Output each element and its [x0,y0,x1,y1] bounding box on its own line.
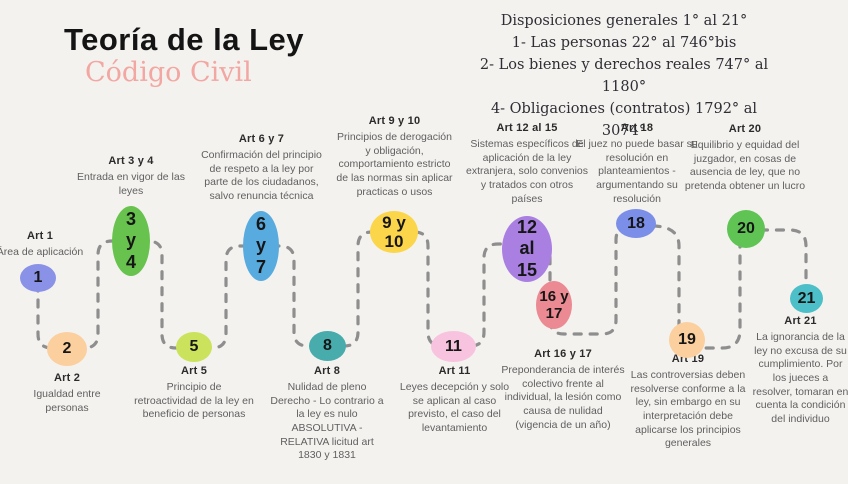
index-line: 2- Los bienes y derechos reales 747° al … [479,57,769,95]
label-art-18: Art 18 El juez no puede basar su resoluc… [575,122,699,206]
timeline-node-art-19: 19 [669,322,705,358]
label-heading: Art 9 y 10 [368,115,421,127]
label-art-19: Art 19 Las controversias deben resolvers… [626,353,750,451]
label-art-2: Art 2 Igualdad entre personas [21,372,113,415]
timeline-node-art-2: 2 [47,332,87,366]
code-index: Disposiciones generales 1° al 21° 1- Las… [478,10,770,142]
label-art-11: Art 11 Leyes decepción y solo se aplican… [396,365,513,436]
label-heading: Art 21 [784,315,817,327]
timeline-node-art-21: 21 [790,284,823,313]
label-art-5: Art 5 Principio de retroactividad de la … [134,365,254,422]
label-description: Confirmación del principio de respeto a … [201,149,322,202]
label-description: Sistemas específicos de aplicación de la… [466,138,588,205]
label-heading: Art 8 [313,365,341,377]
label-description: Igualdad entre personas [33,388,101,414]
label-description: La ignorancia de la ley no excusa de su … [752,331,848,425]
timeline-node-art-1: 1 [20,264,56,292]
label-heading: Art 16 y 17 [534,348,592,360]
label-art-6-7: Art 6 y 7 Confirmación del principio de … [198,133,325,204]
label-art-12-15: Art 12 al 15 Sistemas específicos de apl… [465,122,589,206]
timeline-node-art-16-17: 16 y 17 [536,281,572,329]
index-line: Disposiciones generales 1° al 21° [500,13,748,29]
label-description: Equilibrio y equidad del juzgador, en co… [684,139,806,192]
timeline-node-art-18: 18 [616,209,656,238]
label-heading: Art 12 al 15 [496,122,558,134]
timeline-node-art-5: 5 [176,332,212,362]
label-description: Entrada en vigor de las leyes [77,171,185,197]
label-description: Principio de retroactividad de la ley en… [134,381,254,421]
label-heading: Art 6 y 7 [238,133,285,145]
label-description: Área de aplicación [0,246,84,258]
label-heading: Art 2 [53,372,81,384]
label-heading: Art 18 [620,122,654,134]
page-subtitle: Código Civil [85,57,252,88]
label-heading: Art 5 [180,365,208,377]
page-title: Teoría de la Ley [64,22,305,57]
label-description: Las controversias deben resolverse confo… [630,369,746,450]
index-line: 4- Obligaciones (contratos) 1792° al 307… [490,101,758,139]
index-line: 1- Las personas 22° al 746°bis [511,35,737,51]
label-heading: Art 20 [728,123,762,135]
timeline-node-art-6-7: 6 y 7 [243,211,279,281]
label-art-9-10: Art 9 y 10 Principios de derogación y ob… [336,115,453,199]
timeline-node-art-3-4: 3 y 4 [112,206,150,276]
timeline-node-art-8: 8 [309,331,346,361]
timeline-node-art-12-15: 12 al 15 [502,216,552,282]
label-description: Nulidad de pleno Derecho - Lo contrario … [270,381,384,462]
label-art-1: Art 1 Área de aplicación [0,230,88,260]
label-art-16-17: Art 16 y 17 Preponderancia de interés co… [501,348,625,432]
timeline-node-art-11: 11 [431,331,476,362]
label-heading: Art 11 [438,365,471,377]
label-art-3-4: Art 3 y 4 Entrada en vigor de las leyes [71,155,191,198]
label-description: Principios de derogación y obligación, c… [336,131,453,198]
timeline-node-art-20: 20 [727,210,765,248]
label-heading: Art 3 y 4 [108,155,154,167]
label-art-21: Art 21 La ignorancia de la ley no excusa… [752,315,848,426]
label-description: Preponderancia de interés colectivo fren… [501,364,625,431]
label-description: El juez no puede basar su resolución en … [576,138,698,205]
label-art-20: Art 20 Equilibrio y equidad del juzgador… [683,123,807,194]
timeline-node-art-9-10: 9 y 10 [370,211,418,253]
label-art-8: Art 8 Nulidad de pleno Derecho - Lo cont… [268,365,386,463]
timeline-dashed-path [36,224,808,350]
label-heading: Art 1 [26,230,54,242]
label-description: Leyes decepción y solo se aplican al cas… [399,381,510,434]
